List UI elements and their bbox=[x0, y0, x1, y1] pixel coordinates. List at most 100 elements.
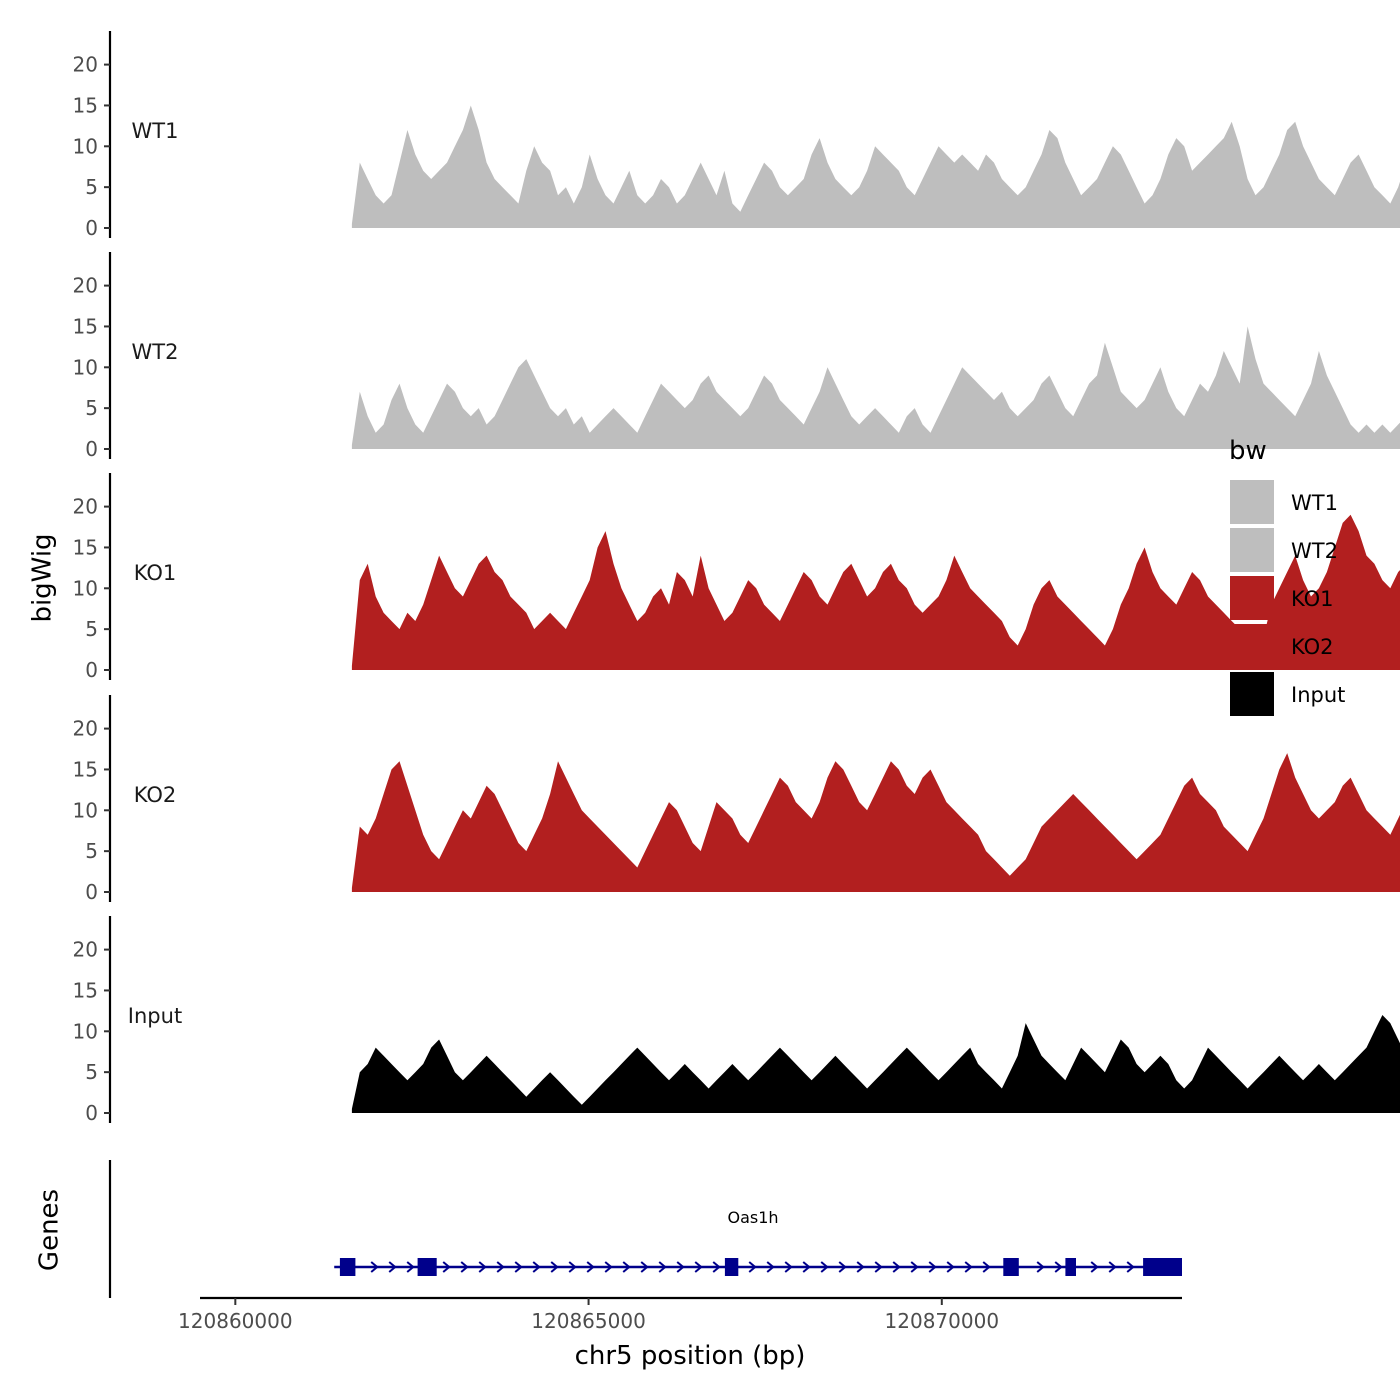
strand-arrow bbox=[820, 1261, 829, 1273]
legend-label-wt2: WT2 bbox=[1291, 539, 1338, 563]
signal-area-ko2 bbox=[351, 753, 1400, 892]
y-tick-label-input-10: 10 bbox=[73, 1019, 98, 1043]
y-tick-label-ko2-10: 10 bbox=[73, 798, 98, 822]
y-tick-label-wt2-0: 0 bbox=[85, 437, 98, 461]
strand-arrow bbox=[712, 1261, 721, 1273]
strand-arrow bbox=[928, 1261, 937, 1273]
y-tick-label-input-15: 15 bbox=[73, 978, 98, 1002]
y-tick-label-input-5: 5 bbox=[85, 1060, 98, 1084]
strand-arrow bbox=[370, 1261, 379, 1273]
y-tick-label-input-0: 0 bbox=[85, 1101, 98, 1125]
strand-arrow bbox=[946, 1261, 955, 1273]
y-tick-label-wt1-15: 15 bbox=[73, 93, 98, 117]
y-tick-label-wt2-10: 10 bbox=[73, 355, 98, 379]
strand-arrow bbox=[856, 1261, 865, 1273]
panel-wt2: 0 5 10 15 20 WT2 bbox=[73, 252, 1400, 461]
strand-arrow bbox=[892, 1261, 901, 1273]
legend-items: WT1 WT2 KO1 KO2 Input bbox=[1230, 480, 1345, 716]
strand-arrow bbox=[1036, 1261, 1045, 1273]
y-tick-label-ko1-5: 5 bbox=[85, 617, 98, 641]
strand-arrow bbox=[496, 1261, 505, 1273]
strand-arrow bbox=[514, 1261, 523, 1273]
legend-label-ko2: KO2 bbox=[1291, 635, 1334, 659]
y-axis-title: bigWig bbox=[28, 533, 58, 622]
legend-swatch-wt2 bbox=[1230, 528, 1274, 572]
strand-arrow bbox=[388, 1261, 397, 1273]
x-axis-ticks: 120860000 120865000 120870000 bbox=[178, 1298, 999, 1333]
x-tick-label-120865000: 120865000 bbox=[531, 1309, 646, 1333]
x-axis: 120860000 120865000 120870000 chr5 positio… bbox=[178, 1296, 1182, 1371]
strand-arrow bbox=[568, 1261, 577, 1273]
strand-arrow bbox=[1090, 1261, 1099, 1273]
gene-name-label: Oas1h bbox=[727, 1208, 778, 1227]
strand-arrow bbox=[442, 1261, 451, 1273]
strand-arrow bbox=[1126, 1261, 1135, 1273]
y-tick-label-wt2-20: 20 bbox=[73, 274, 98, 298]
gene-exon-1 bbox=[339, 1258, 356, 1276]
y-tick-label-wt2-5: 5 bbox=[85, 396, 98, 420]
x-tick-label-120860000: 120860000 bbox=[178, 1309, 293, 1333]
track-label-input: Input bbox=[128, 1004, 182, 1028]
strand-arrow bbox=[1108, 1261, 1117, 1273]
strand-arrow bbox=[658, 1261, 667, 1273]
legend-swatch-input bbox=[1230, 672, 1274, 716]
track-label-ko2: KO2 bbox=[134, 783, 177, 807]
strand-arrow bbox=[766, 1261, 775, 1273]
track-label-ko1: KO1 bbox=[134, 561, 177, 585]
y-tick-label-ko1-20: 20 bbox=[73, 495, 98, 519]
y-tick-label-input-20: 20 bbox=[73, 938, 98, 962]
y-tick-label-ko2-15: 15 bbox=[73, 757, 98, 781]
genes-panel: Genes Oas1h bbox=[35, 1160, 1182, 1298]
track-label-wt2: WT2 bbox=[132, 340, 179, 364]
strand-arrow bbox=[640, 1261, 649, 1273]
y-tick-label-wt1-10: 10 bbox=[73, 134, 98, 158]
signal-area-wt2 bbox=[351, 326, 1400, 449]
panel-ko2: 0 5 10 15 20 KO2 bbox=[73, 695, 1400, 904]
signal-area-wt1 bbox=[351, 105, 1400, 228]
strand-arrow bbox=[748, 1261, 757, 1273]
x-tick-label-120870000: 120870000 bbox=[885, 1309, 1000, 1333]
strand-arrow bbox=[910, 1261, 919, 1273]
panel-ko1: 0 5 10 15 20 KO1 bbox=[73, 473, 1400, 682]
strand-arrow bbox=[964, 1261, 973, 1273]
gene-exon-5 bbox=[1065, 1258, 1076, 1276]
strand-arrow bbox=[586, 1261, 595, 1273]
strand-arrow bbox=[406, 1261, 415, 1273]
gene-model bbox=[334, 1258, 1182, 1276]
legend-swatch-ko1 bbox=[1230, 576, 1274, 620]
strand-arrow bbox=[982, 1261, 991, 1273]
gene-exon-2 bbox=[417, 1258, 437, 1276]
track-label-wt1: WT1 bbox=[132, 119, 179, 143]
strand-arrow bbox=[802, 1261, 811, 1273]
genes-track-label: Genes bbox=[35, 1189, 65, 1271]
gene-exon-3 bbox=[724, 1258, 739, 1276]
legend-label-input: Input bbox=[1291, 683, 1345, 707]
gene-exon-6 bbox=[1143, 1258, 1182, 1276]
bigwig-panels: 0 5 10 15 20 WT1 0 5 10 15 20 WT2 0 5 10 15 20 KO1 0 5 10 15 2… bbox=[73, 31, 1400, 1125]
strand-arrow bbox=[838, 1261, 847, 1273]
y-tick-label-wt1-5: 5 bbox=[85, 175, 98, 199]
panel-input: 0 5 10 15 20 Input bbox=[73, 916, 1400, 1125]
strand-arrow bbox=[676, 1261, 685, 1273]
strand-arrow bbox=[550, 1261, 559, 1273]
strand-arrow bbox=[1054, 1261, 1063, 1273]
y-tick-label-wt1-20: 20 bbox=[73, 53, 98, 77]
y-tick-label-ko2-20: 20 bbox=[73, 717, 98, 741]
y-tick-label-ko1-10: 10 bbox=[73, 576, 98, 600]
strand-arrow bbox=[532, 1261, 541, 1273]
strand-arrow bbox=[460, 1261, 469, 1273]
panel-wt1: 0 5 10 15 20 WT1 bbox=[73, 31, 1400, 240]
signal-area-ko1 bbox=[351, 514, 1400, 670]
x-axis-title: chr5 position (bp) bbox=[575, 1341, 806, 1371]
gene-exon-4 bbox=[1003, 1258, 1019, 1276]
legend-label-ko1: KO1 bbox=[1291, 587, 1334, 611]
strand-arrow bbox=[874, 1261, 883, 1273]
strand-arrow bbox=[694, 1261, 703, 1273]
signal-area-input bbox=[351, 1015, 1400, 1113]
y-tick-label-ko1-15: 15 bbox=[73, 535, 98, 559]
y-tick-label-ko2-0: 0 bbox=[85, 880, 98, 904]
strand-arrow bbox=[784, 1261, 793, 1273]
y-tick-label-wt1-0: 0 bbox=[85, 216, 98, 240]
strand-arrow bbox=[604, 1261, 613, 1273]
